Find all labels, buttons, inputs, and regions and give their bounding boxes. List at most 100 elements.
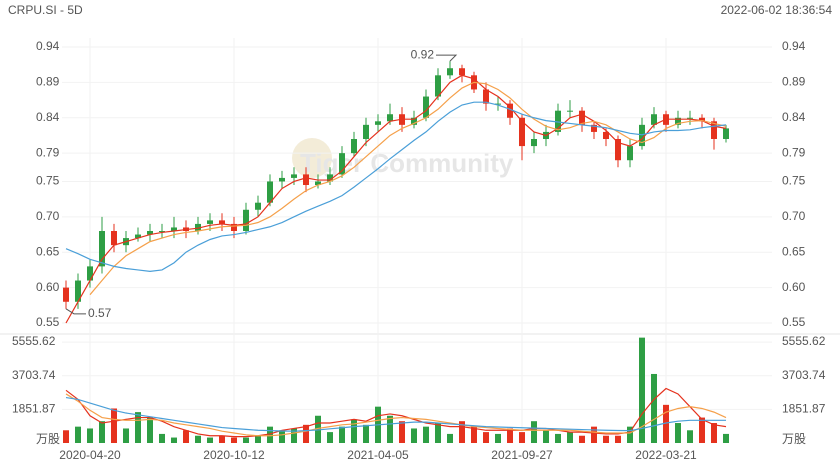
candle-body [639,124,645,147]
volume-bar [603,435,609,443]
candle-body [423,96,429,118]
peak-label: 0.92 [411,47,435,61]
candle-body [147,231,153,235]
trough-label: 0.57 [88,306,112,320]
volume-bar [447,433,453,443]
watermark: Tiger Community [300,148,514,178]
candle-body [231,223,237,231]
volume-bar [351,419,357,443]
volume-tick-label: 3703.74 [12,368,56,382]
candle-body [99,231,105,267]
volume-bar [135,412,141,443]
volume-bar [123,428,129,443]
y-tick-label: 0.60 [36,280,60,294]
volume-ma-line [65,393,727,437]
y-tick-label: 0.89 [36,75,60,89]
volume-bar [327,432,333,443]
x-tick-label: 2020-10-12 [203,448,265,462]
volume-bar [171,437,177,443]
volume-bar [435,423,441,443]
volume-bar [291,428,297,443]
candle-body [591,124,597,132]
volume-ma-line [65,396,726,432]
candle-body [687,117,693,119]
volume-bar [591,426,597,443]
candle-body [459,68,465,76]
y-tick-label: 0.75 [36,174,60,188]
candle-body [615,139,621,161]
volume-bar [387,415,393,443]
candle-body [555,110,561,132]
candle-body [171,227,177,231]
volume-bar [195,435,201,443]
volume-unit: 万股 [36,432,60,446]
y-tick-label-right: 0.94 [782,39,806,53]
y-tick-label-right: 0.60 [782,280,806,294]
y-tick-label: 0.94 [36,39,60,53]
volume-tick-label-right: 1851.87 [782,402,826,416]
volume-bar [99,421,105,443]
volume-tick-label-right: 3703.74 [782,368,826,382]
y-tick-label: 0.65 [36,244,60,258]
ma-line [65,74,727,324]
y-tick-label: 0.55 [36,315,60,329]
candle-body [531,139,537,147]
volume-ma-line [65,387,727,438]
candle-body [219,220,225,224]
candle-body [195,223,201,231]
candle-body [711,121,717,139]
volume-bar [159,433,165,443]
volume-bar [87,428,93,443]
ma-line [89,81,727,296]
volume-bar [303,424,309,443]
candle-body [699,117,705,122]
y-tick-label-right: 0.55 [782,315,806,329]
volume-unit: 万股 [782,432,806,446]
volume-bar [639,337,645,443]
candle-body [339,153,345,175]
candle-body [375,121,381,125]
y-tick-label-right: 0.75 [782,174,806,188]
candle-body [87,266,93,281]
watermark-logo [292,138,332,178]
volume-tick-label: 1851.87 [12,402,56,416]
volume-bar [519,432,525,443]
y-tick-label-right: 0.65 [782,244,806,258]
volume-bar [711,423,717,443]
candle-body [651,114,657,125]
candle-body [291,174,297,178]
x-tick-label: 2022-03-21 [635,448,697,462]
candle-body [159,231,165,232]
volume-bar [267,426,273,443]
volume-bar [459,421,465,443]
candle-body [279,177,285,182]
x-tick-label: 2021-09-27 [491,448,553,462]
candle-body [675,117,681,125]
candle-body [327,174,333,182]
volume-bar [63,430,69,443]
candle-body [315,181,321,185]
volume-bar [675,423,681,443]
candle-body [567,110,573,112]
candle-body [483,89,489,104]
volume-bar [495,433,501,443]
y-tick-label: 0.79 [36,145,60,159]
x-tick-label: 2021-04-05 [347,448,409,462]
candle-body [243,209,249,231]
candle-body [363,124,369,139]
candle-body [111,231,117,246]
candle-body [207,220,213,224]
timestamp: 2022-06-02 18:36:54 [721,3,833,17]
volume-bar [147,417,153,443]
volume-bar [483,432,489,443]
volume-bar [183,430,189,443]
y-tick-label-right: 0.79 [782,145,806,159]
volume-bar [111,408,117,443]
trough-leader [65,308,86,315]
volume-bar [567,432,573,443]
y-tick-label: 0.84 [36,110,60,124]
candle-body [63,287,69,302]
candle-body [351,139,357,154]
candle-body [519,117,525,147]
